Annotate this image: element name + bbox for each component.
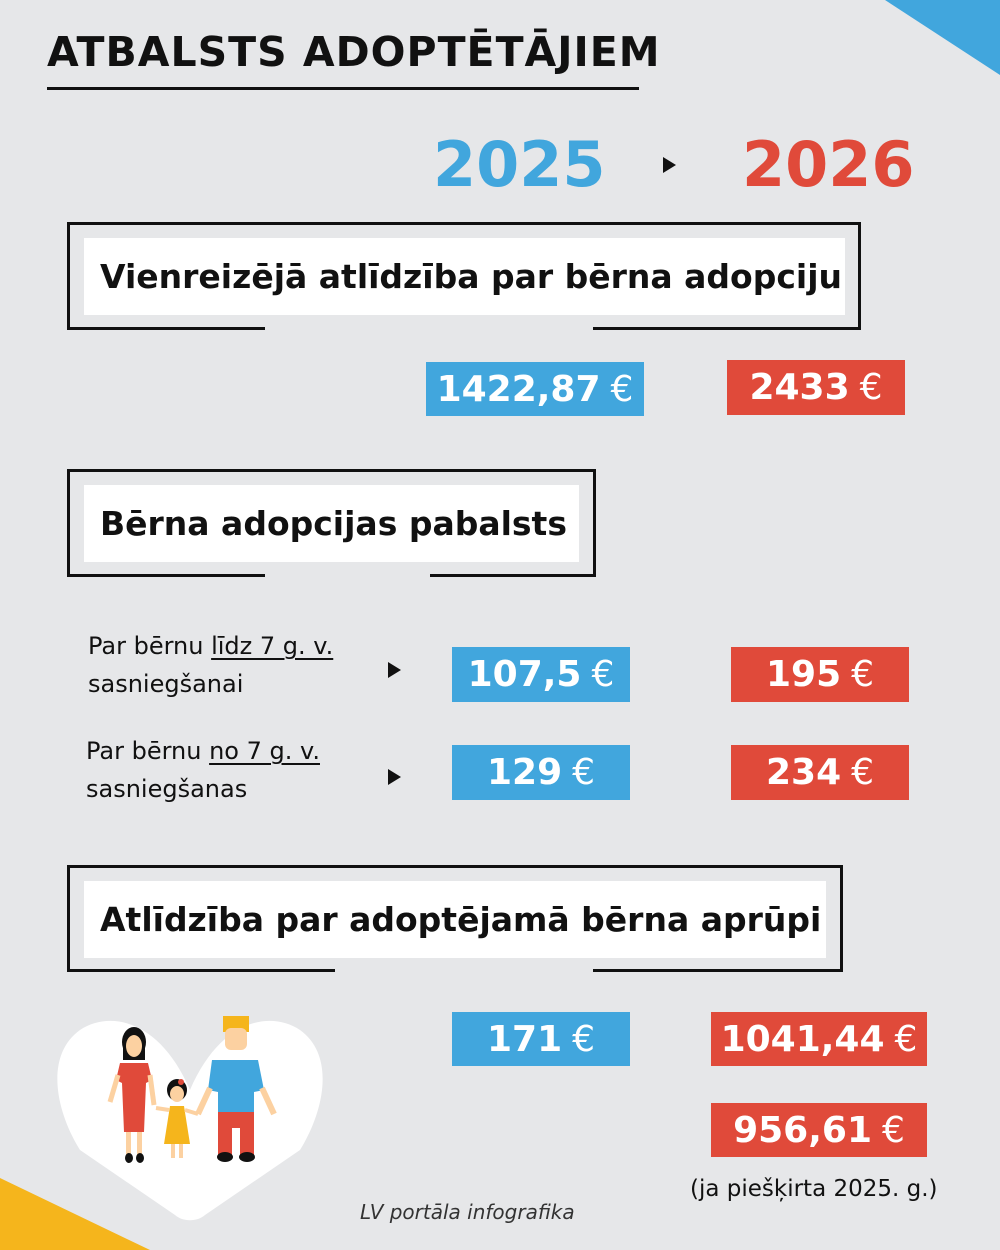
year-2025: 2025 [433,128,606,201]
value-2026: 2433 € [727,360,905,415]
heart-shape [57,1020,323,1221]
year-2026: 2026 [742,128,915,201]
euro-sign: € [859,367,883,408]
value-2025: 129 € [452,745,630,800]
family-heart-illustration [57,1016,323,1221]
arrow-right-icon [388,769,401,785]
value-2025: 107,5 € [452,647,630,702]
value-2026-alt: 956,61 € [711,1103,927,1157]
man-figure [195,1016,277,1162]
frame-bottom-right [593,327,861,330]
frame-bottom-left [67,574,265,577]
value-2026: 195 € [731,647,909,702]
section-heading: Vienreizējā atlīdzība par bērna adopciju [84,238,845,315]
amount: 1422,87 [436,368,601,410]
girl-figure [155,1079,199,1158]
woman-figure [107,1027,157,1163]
frame-bottom-right [593,969,843,972]
row-label-from-7: Par bērnu no 7 g. v. sasniegšanas [86,737,320,803]
frame-bottom-left [67,969,335,972]
frame-bottom-right [430,574,596,577]
section-heading: Atlīdzība par adoptējamā bērna aprūpi [84,881,826,958]
value-2025: 171 € [452,1012,630,1066]
page-title: ATBALSTS ADOPTĒTĀJIEM [47,28,661,76]
credit-text: LV portāla infografika [360,1200,575,1224]
value-2026: 1041,44 € [711,1012,927,1066]
section-frame-allowance [67,469,596,577]
arrow-right-icon [388,662,401,678]
title-underline [47,87,639,90]
arrow-right-icon [663,157,676,173]
value-2025: 1422,87 € [426,362,644,416]
value-2026: 234 € [731,745,909,800]
section-frame-one-time [67,222,861,330]
section-frame-care [67,865,843,972]
section-heading: Bērna adopcijas pabalsts [84,485,579,562]
euro-sign: € [610,368,634,410]
alt-value-note: (ja piešķirta 2025. g.) [690,1176,938,1202]
amount: 2433 [749,367,850,408]
blue-corner-triangle [885,0,1000,75]
yellow-corner-triangle [0,1178,150,1250]
row-label-under-7: Par bērnu līdz 7 g. v. sasniegšanai [88,632,334,698]
frame-bottom-left [67,327,265,330]
